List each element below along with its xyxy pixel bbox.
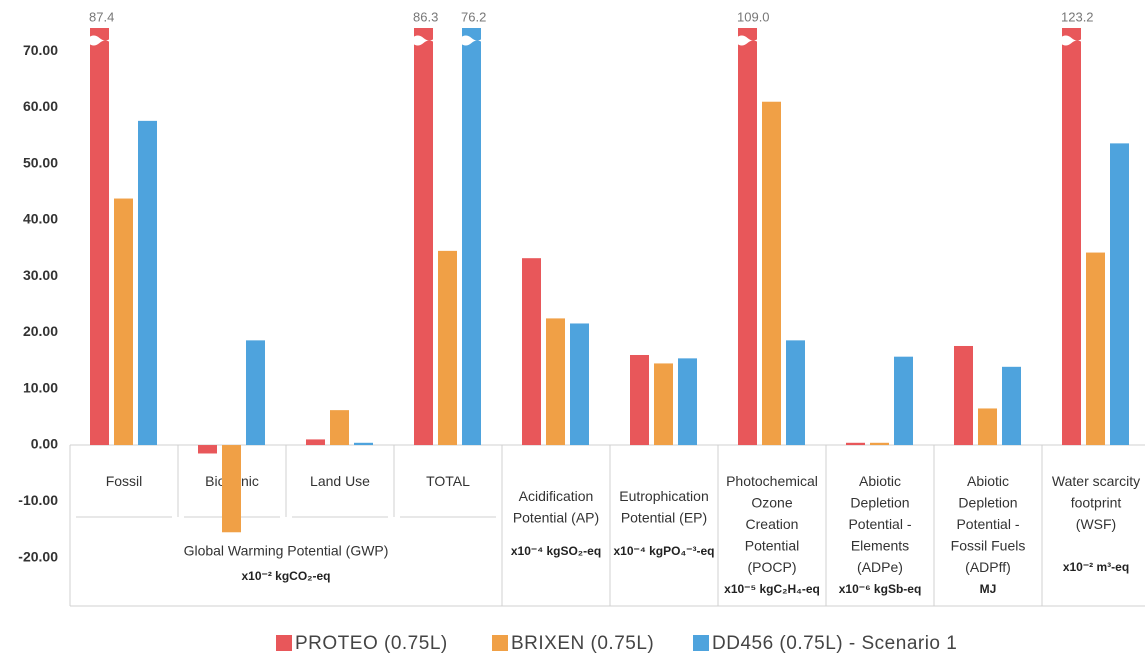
x-category-label: Water scarcity footprint (WSF) bbox=[1052, 473, 1140, 532]
x-category-label: Abiotic Depletion Potential -Elements (ADPe… bbox=[848, 473, 911, 575]
bar bbox=[762, 101, 781, 446]
bar bbox=[1110, 143, 1129, 446]
bar bbox=[138, 120, 157, 446]
bar bbox=[246, 340, 265, 446]
y-tick-label: 0.00 bbox=[31, 436, 58, 452]
value-label: 86.3 bbox=[413, 9, 438, 24]
bar bbox=[414, 28, 433, 446]
value-label: 109.0 bbox=[737, 9, 770, 24]
unit-label: x10⁻⁵ kgC₂H₄-eq bbox=[724, 582, 820, 596]
x-category-label: Photochemical Ozone Creation Potential (POCP… bbox=[726, 473, 818, 575]
unit-label: x10⁻² m³-eq bbox=[1063, 560, 1129, 574]
bar bbox=[438, 250, 457, 446]
y-tick-label: -10.00 bbox=[18, 492, 58, 508]
y-tick-label: 20.00 bbox=[23, 323, 58, 339]
axis-break bbox=[736, 35, 759, 46]
x-category-label: Land Use bbox=[310, 473, 370, 489]
bar bbox=[894, 356, 913, 446]
legend-swatch bbox=[276, 635, 292, 651]
legend-swatch bbox=[693, 635, 709, 651]
bar bbox=[1062, 28, 1081, 446]
axis-break bbox=[460, 35, 483, 46]
group-unit: x10⁻² kgCO₂-eq bbox=[241, 569, 330, 583]
x-category-label: Eutrophication Potential (EP) bbox=[619, 488, 709, 526]
x-category-label: Abiotic Depletion Potential -Fossil Fuels(… bbox=[951, 473, 1026, 575]
bar bbox=[870, 442, 889, 446]
bar bbox=[462, 28, 481, 446]
bar bbox=[1002, 366, 1021, 446]
value-label: 87.4 bbox=[89, 9, 114, 24]
bar bbox=[198, 445, 217, 454]
bar bbox=[222, 445, 241, 533]
x-category-label: Fossil bbox=[106, 473, 143, 489]
bar bbox=[114, 198, 133, 446]
bar bbox=[786, 340, 805, 446]
bar bbox=[570, 323, 589, 446]
value-label: 76.2 bbox=[461, 9, 486, 24]
unit-label: x10⁻⁶ kgSb-eq bbox=[839, 582, 922, 596]
bar bbox=[90, 28, 109, 446]
bar bbox=[1086, 252, 1105, 446]
bar bbox=[678, 358, 697, 446]
axis-break bbox=[412, 35, 435, 46]
unit-label: x10⁻⁴ kgPO₄⁻³-eq bbox=[613, 544, 714, 558]
bar bbox=[330, 410, 349, 446]
bar bbox=[306, 439, 325, 446]
y-tick-label: -20.00 bbox=[18, 548, 58, 564]
bar bbox=[738, 28, 757, 446]
bar bbox=[654, 363, 673, 446]
value-label: 123.2 bbox=[1061, 9, 1094, 24]
bar bbox=[522, 258, 541, 446]
y-tick-label: 50.00 bbox=[23, 154, 58, 170]
bar bbox=[546, 318, 565, 446]
legend-label: DD456 (0.75L) - Scenario 1 bbox=[712, 633, 957, 654]
y-tick-label: 10.00 bbox=[23, 379, 58, 395]
axis-break bbox=[88, 35, 111, 46]
bar bbox=[978, 408, 997, 446]
legend-label: BRIXEN (0.75L) bbox=[511, 633, 654, 654]
y-tick-label: 60.00 bbox=[23, 98, 58, 114]
axis-break bbox=[1060, 35, 1083, 46]
legend-label: PROTEO (0.75L) bbox=[295, 633, 448, 654]
unit-label: MJ bbox=[980, 582, 997, 596]
bar bbox=[846, 442, 865, 446]
x-category-label: TOTAL bbox=[426, 473, 470, 489]
legend-swatch bbox=[492, 635, 508, 651]
bar bbox=[954, 345, 973, 446]
group-label: Global Warming Potential (GWP) bbox=[184, 543, 389, 559]
y-tick-label: 30.00 bbox=[23, 267, 58, 283]
y-tick-label: 40.00 bbox=[23, 211, 58, 227]
x-category-label: Acidification Potential (AP) bbox=[513, 488, 599, 526]
bar bbox=[354, 442, 373, 446]
unit-label: x10⁻⁴ kgSO₂-eq bbox=[511, 544, 601, 558]
y-tick-label: 70.00 bbox=[23, 42, 58, 58]
bar bbox=[630, 354, 649, 446]
